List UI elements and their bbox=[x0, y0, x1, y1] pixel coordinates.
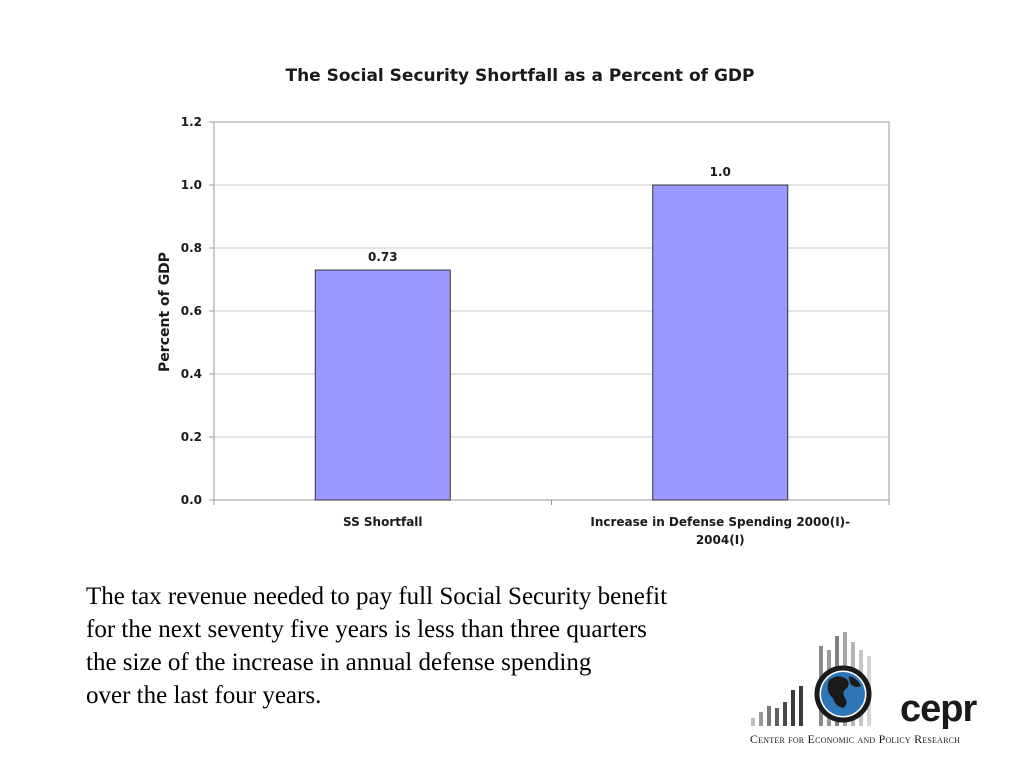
cepr-logo: cepr Center for Economic and Policy Rese… bbox=[745, 628, 995, 748]
bar bbox=[652, 184, 789, 501]
y-tick-label: 0.0 bbox=[181, 493, 202, 507]
cepr-globe-bars-icon bbox=[751, 632, 872, 726]
y-tick-label: 1.0 bbox=[181, 178, 202, 192]
data-label: 0.73 bbox=[368, 250, 398, 264]
x-category-label: 2004(I) bbox=[696, 533, 745, 547]
caption-line-1: The tax revenue needed to pay full Socia… bbox=[86, 583, 668, 610]
y-tick-label: 0.2 bbox=[181, 430, 202, 444]
cepr-subtitle: Center for Economic and Policy Research bbox=[750, 732, 961, 746]
caption-line-4: over the last four years. bbox=[86, 682, 322, 709]
y-tick-label: 1.2 bbox=[181, 115, 202, 129]
bar bbox=[314, 269, 451, 501]
cepr-wordmark: cepr bbox=[900, 688, 977, 730]
x-category-label: SS Shortfall bbox=[343, 515, 423, 529]
y-tick-label: 0.6 bbox=[181, 304, 202, 318]
chart: The Social Security Shortfall as a Perce… bbox=[157, 66, 890, 547]
y-tick-label: 0.4 bbox=[181, 367, 202, 381]
caption: The tax revenue needed to pay full Socia… bbox=[86, 580, 826, 712]
x-category-label: Increase in Defense Spending 2000(I)- bbox=[590, 515, 850, 529]
caption-line-3: the size of the increase in annual defen… bbox=[86, 649, 592, 676]
caption-line-2: for the next seventy five years is less … bbox=[86, 616, 647, 643]
y-axis-title: Percent of GDP bbox=[157, 252, 173, 372]
data-label: 1.0 bbox=[710, 165, 731, 179]
y-tick-label: 0.8 bbox=[181, 241, 202, 255]
chart-title: The Social Security Shortfall as a Perce… bbox=[285, 66, 754, 86]
